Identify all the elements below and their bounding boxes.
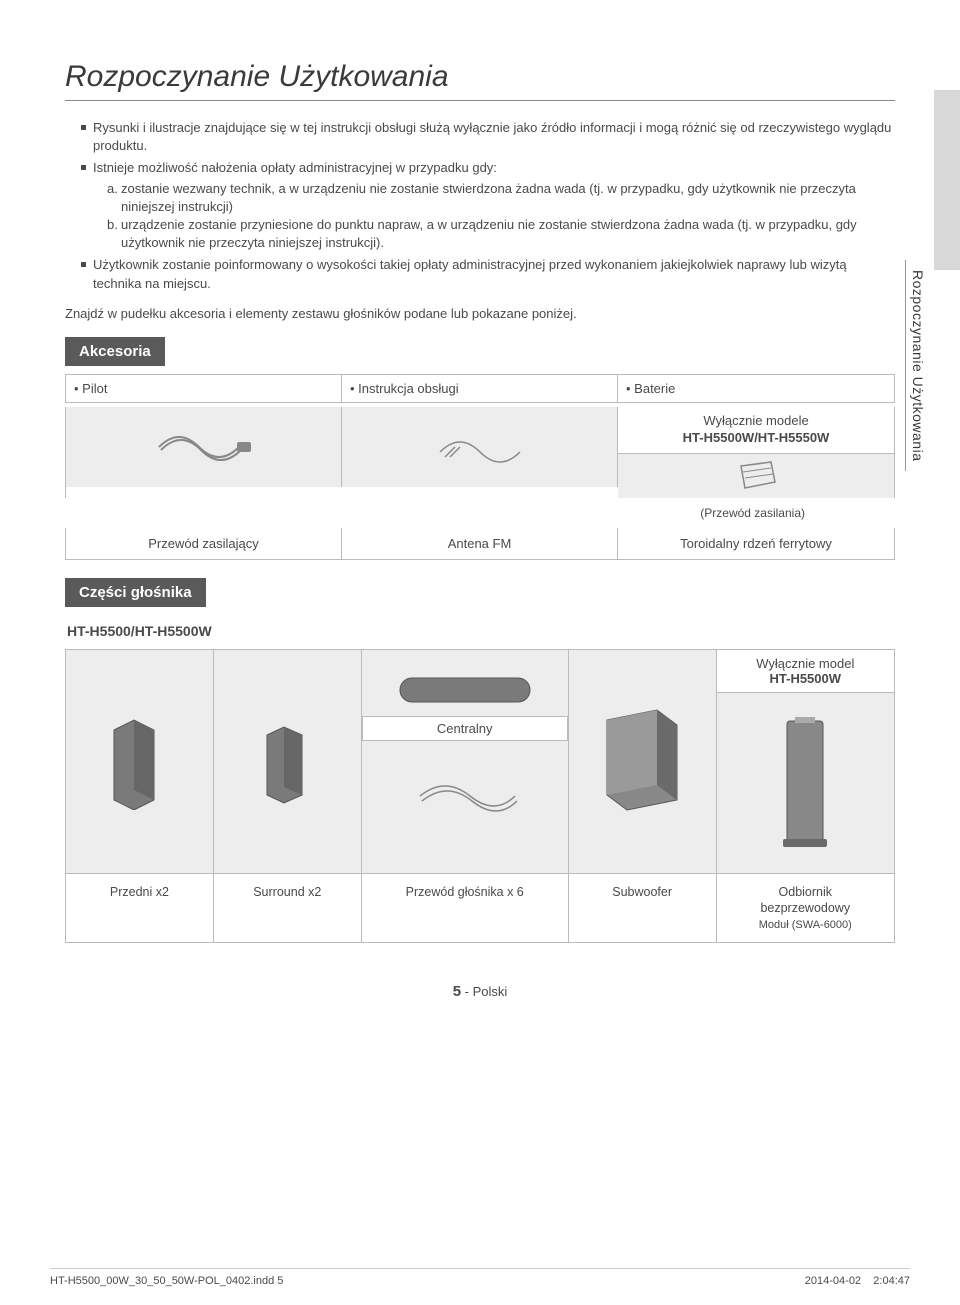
receiver-line1: Odbiornik xyxy=(779,885,833,899)
acc-label: Pilot xyxy=(82,381,107,396)
receiver-img xyxy=(717,693,894,873)
page-num: 5 xyxy=(453,983,461,1000)
acc-bottom-label: Toroidalny rdzeń ferrytowy xyxy=(618,528,894,559)
accessories-grid-labels: • Pilot • Instrukcja obsługi • Baterie xyxy=(65,374,895,403)
bullet-text: Rysunki i ilustracje znajdujące się w te… xyxy=(93,120,891,153)
acc-bottom-label: Przewód zasilający xyxy=(66,528,342,559)
speaker-label: Przedni x2 xyxy=(66,874,214,943)
antenna-icon-cell xyxy=(342,407,618,487)
speaker-surround-img xyxy=(214,650,361,870)
speaker-surround-cell xyxy=(214,650,362,873)
sub-marker: b. xyxy=(107,216,118,234)
speaker-parts-header: Części głośnika xyxy=(65,578,206,607)
sub-text: zostanie wezwany technik, a w urządzeniu… xyxy=(121,181,856,214)
speaker-receiver-label: Odbiornik bezprzewodowy Moduł (SWA-6000) xyxy=(717,874,894,943)
acc-label: Instrukcja obsługi xyxy=(358,381,458,396)
receiver-model-only: Wyłącznie model HT-H5500W xyxy=(717,650,894,693)
model-only-cell: Wyłącznie modele HT-H5500W/HT-H5550W xyxy=(618,407,894,498)
receiver-model-line2: HT-H5500W xyxy=(770,671,842,686)
accessories-model-row: Wyłącznie modele HT-H5500W/HT-H5550W xyxy=(65,407,895,498)
find-in-box-text: Znajdź w pudełku akcesoria i elementy ze… xyxy=(65,305,895,323)
sub-marker: a. xyxy=(107,180,118,198)
receiver-line2: bezprzewodowy xyxy=(760,901,850,915)
bullet-item: Użytkownik zostanie poinformowany o wyso… xyxy=(81,256,895,292)
speaker-grid: Centralny Wyłącznie model HT-H5500W xyxy=(65,649,895,874)
sub-text: urządzenie zostanie przyniesione do punk… xyxy=(121,217,857,250)
central-label: Centralny xyxy=(362,716,568,741)
page-number: 5 - Polski xyxy=(65,983,895,1000)
receiver-model-line1: Wyłącznie model xyxy=(756,656,854,671)
speaker-subwoofer-img xyxy=(569,650,716,870)
footer-indd: HT-H5500_00W_30_50_50W-POL_0402.indd 5 xyxy=(50,1275,283,1287)
acc-bottom-label: Antena FM xyxy=(342,528,618,559)
speaker-model-heading: HT-H5500/HT-H5500W xyxy=(67,623,895,639)
page-title: Rozpoczynanie Użytkowania xyxy=(65,60,895,94)
footer-time: 2:04:47 xyxy=(873,1275,910,1287)
receiver-line3: Moduł (SWA-6000) xyxy=(759,919,852,931)
acc-label-cell: • Baterie xyxy=(618,375,894,403)
speaker-label-row: Przedni x2 Surround x2 Przewód głośnika … xyxy=(65,874,895,944)
antenna-icon xyxy=(425,422,535,472)
subwoofer-icon xyxy=(597,705,687,815)
speaker-label: Subwoofer xyxy=(569,874,717,943)
footer-date: 2014-04-02 xyxy=(805,1275,861,1287)
page-lang: - Polski xyxy=(461,984,507,999)
accessories-bottom-labels: Przewód zasilający Antena FM Toroidalny … xyxy=(65,528,895,560)
accessories-header: Akcesoria xyxy=(65,337,165,366)
power-cable-caption: (Przewód zasilania) xyxy=(65,502,895,528)
receiver-icon xyxy=(775,713,835,853)
ferrite-icon xyxy=(731,458,781,494)
bullet-item: Istnieje możliwość nałożenia opłaty admi… xyxy=(81,159,895,252)
sub-item: a.zostanie wezwany technik, a w urządzen… xyxy=(107,180,895,216)
sub-list: a.zostanie wezwany technik, a w urządzen… xyxy=(93,180,895,253)
front-speaker-icon xyxy=(104,710,174,810)
speaker-central-img: Centralny xyxy=(362,650,568,870)
acc-label-cell: • Pilot xyxy=(66,375,342,403)
sub-item: b.urządzenie zostanie przyniesione do pu… xyxy=(107,216,895,252)
speaker-front-img xyxy=(66,650,213,870)
title-rule xyxy=(65,100,895,101)
ferrite-icon-cell xyxy=(618,454,894,498)
bullet-item: Rysunki i ilustracje znajdujące się w te… xyxy=(81,119,895,155)
speaker-front-cell xyxy=(66,650,214,873)
model-only-line1: Wyłącznie modele xyxy=(703,413,808,428)
bullet-text: Istnieje możliwość nałożenia opłaty admi… xyxy=(93,160,497,175)
acc-label-cell: • Instrukcja obsługi xyxy=(342,375,618,403)
cable-icon-cell xyxy=(66,407,342,487)
model-only-line2: HT-H5500W/HT-H5550W xyxy=(683,430,830,445)
speaker-cable-icon xyxy=(405,771,525,821)
speaker-label: Przewód głośnika x 6 xyxy=(362,874,569,943)
info-bullet-list: Rysunki i ilustracje znajdujące się w te… xyxy=(65,119,895,293)
speaker-receiver-cell: Wyłącznie model HT-H5500W xyxy=(717,650,894,873)
page-container: Rozpoczynanie Użytkowania Rysunki i ilus… xyxy=(0,0,960,1305)
speaker-label: Surround x2 xyxy=(214,874,362,943)
speaker-subwoofer-cell xyxy=(569,650,717,873)
surround-speaker-icon xyxy=(252,710,322,810)
vertical-section-tab: Rozpoczynanie Użytkowania xyxy=(905,260,930,471)
central-speaker-icon xyxy=(390,670,540,710)
speaker-central-cell: Centralny xyxy=(362,650,569,873)
footer-meta: HT-H5500_00W_30_50_50W-POL_0402.indd 5 2… xyxy=(50,1268,910,1287)
footer-datetime: 2014-04-02 2:04:47 xyxy=(805,1275,910,1287)
cable-icon xyxy=(149,422,259,472)
acc-label: Baterie xyxy=(634,381,675,396)
bullet-text: Użytkownik zostanie poinformowany o wyso… xyxy=(93,257,847,290)
model-only-text: Wyłącznie modele HT-H5500W/HT-H5550W xyxy=(618,407,894,454)
